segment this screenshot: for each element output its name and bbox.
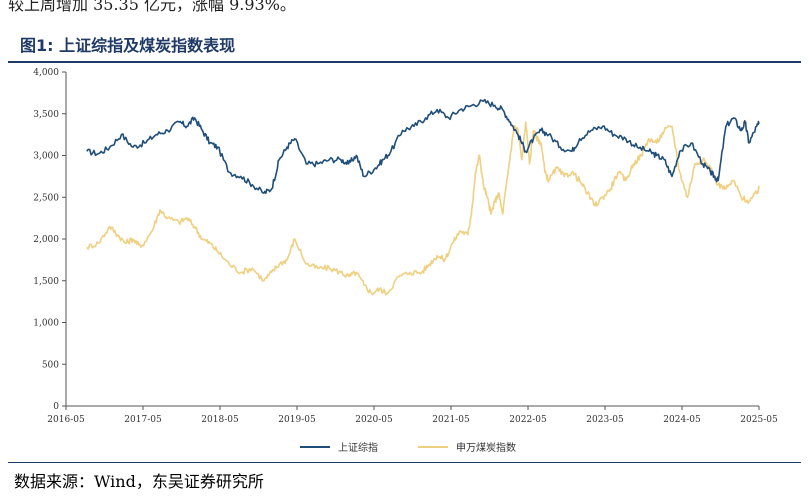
- x-tick-label: 2017-05: [124, 415, 162, 425]
- x-tick-label: 2024-05: [663, 415, 701, 425]
- y-tick-label: 1,000: [33, 319, 59, 329]
- title-rule: [8, 61, 801, 63]
- x-tick-label: 2021-05: [432, 415, 470, 425]
- lead-sentence: 较上周增加 35.35 亿元，涨幅 9.93%。: [8, 0, 296, 14]
- legend-label: 申万煤炭指数: [456, 441, 516, 454]
- y-tick-label: 3,500: [33, 110, 59, 120]
- x-tick-label: 2022-05: [509, 415, 547, 425]
- series-line-coal-index: [86, 121, 760, 296]
- x-tick-label: 2020-05: [355, 415, 393, 425]
- source-rule: [8, 462, 801, 463]
- y-tick-label: 4,000: [33, 68, 59, 78]
- y-tick-label: 3,000: [33, 152, 59, 162]
- y-tick-label: 0: [53, 402, 59, 412]
- legend: 上证综指 申万煤炭指数: [300, 441, 516, 454]
- legend-label: 上证综指: [338, 441, 378, 454]
- source-note: 数据来源：Wind，东吴证券研究所: [14, 472, 264, 491]
- y-tick-label: 500: [42, 360, 59, 370]
- figure-title: 图1: 上证综指及煤炭指数表现: [20, 36, 236, 55]
- x-tick-label: 2019-05: [278, 415, 316, 425]
- series-layer: [86, 98, 760, 296]
- x-tick-label: 2016-05: [47, 415, 85, 425]
- y-tick-label: 1,500: [33, 277, 59, 287]
- y-tick-label: 2,000: [33, 235, 59, 245]
- x-tick-label: 2025-05: [740, 415, 778, 425]
- axes: 0 500 1,000 1,500 2,000 2,500 3,000 3,500 4,000 2…: [33, 68, 778, 425]
- x-tick-label: 2018-05: [201, 415, 239, 425]
- series-line-shanghai-composite: [86, 98, 760, 195]
- figure-title-row: 图1: 上证综指及煤炭指数表现: [8, 30, 801, 60]
- x-tick-label: 2023-05: [586, 415, 624, 425]
- y-tick-label: 2,500: [33, 193, 59, 203]
